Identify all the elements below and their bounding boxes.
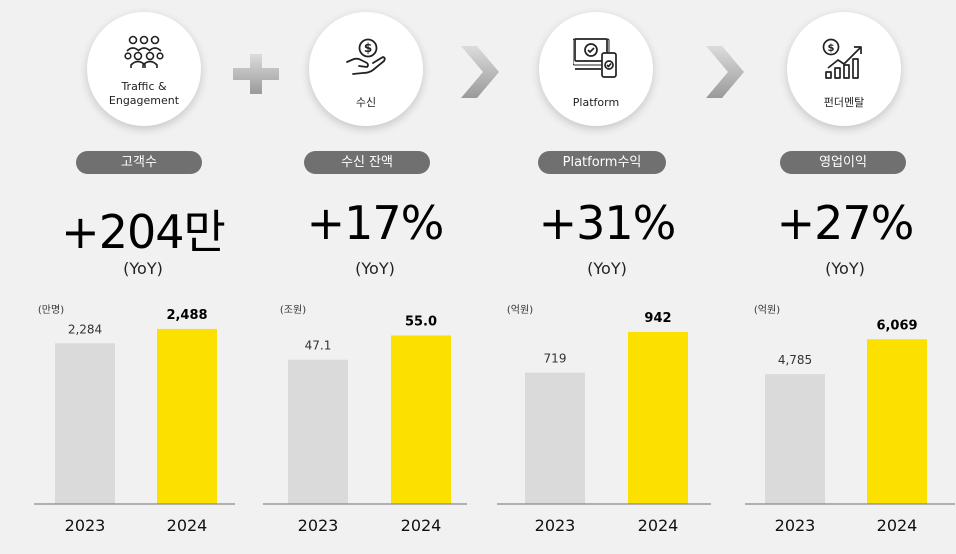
bar-2023: [288, 359, 348, 504]
coin-hand-icon: $: [346, 38, 386, 75]
plus-icon: [233, 54, 279, 94]
kpi-column-operating-profit: $ 펀더멘탈 영업이익 +27% (YoY) (억원) 4,785 2023 6,06…: [725, 0, 956, 554]
x-tick-label: 2023: [298, 516, 339, 535]
unit-label: (억원): [507, 304, 533, 316]
bar-2023: [765, 374, 825, 504]
metric-growth: +204만: [61, 205, 226, 259]
kpi-column-deposits: $ 수신 수신 잔액 +17% (YoY) (조원) 47.1 2023 55.0 20…: [255, 0, 495, 554]
unit-label: (만명): [38, 304, 64, 316]
x-tick-label: 2023: [775, 516, 816, 535]
yoy-label: (YoY): [355, 259, 395, 278]
category-circle: Traffic & Engagement: [87, 12, 201, 126]
unit-label: (조원): [280, 304, 306, 316]
category-circle: $ 수신: [309, 12, 423, 126]
svg-text:$: $: [364, 41, 372, 55]
data-label: 2,488: [166, 308, 207, 323]
metric-pill: Platform수익: [538, 151, 666, 174]
x-tick-label: 2024: [638, 516, 679, 535]
chevron-right-icon: [706, 46, 744, 98]
bar-2023: [55, 343, 115, 504]
category-circle: Platform: [539, 12, 653, 126]
data-label: 942: [644, 311, 671, 326]
bar-2024: [628, 331, 688, 504]
metric-growth: +17%: [306, 196, 445, 250]
x-tick-label: 2023: [535, 516, 576, 535]
circle-label-line: 펀더멘탈: [823, 96, 865, 109]
people-group-icon: [124, 35, 164, 68]
metric-pill: 영업이익: [780, 151, 906, 174]
bar-chart: (억원) 719 2023 942 2024: [497, 304, 711, 535]
bar-2024: [157, 328, 217, 504]
category-circle: $ 펀더멘탈: [787, 12, 901, 126]
data-label: 4,785: [778, 353, 812, 367]
devices-icon: [573, 38, 617, 78]
yoy-label: (YoY): [587, 259, 627, 278]
bar-chart: (만명) 2,284 2023 2,488 2024: [34, 304, 235, 535]
metric-pill: 수신 잔액: [304, 151, 430, 174]
data-label: 719: [544, 352, 567, 366]
x-tick-label: 2024: [401, 516, 442, 535]
metric-pill: 고객수: [76, 151, 202, 174]
metric-growth: +31%: [538, 196, 677, 250]
data-label: 55.0: [405, 314, 437, 329]
circle-label-line: Engagement: [108, 94, 180, 107]
circle-label-line: 수신: [355, 96, 377, 109]
metric-growth: +27%: [776, 196, 915, 250]
x-tick-label: 2023: [65, 516, 106, 535]
kpi-column-platform: Platform Platform수익 +31% (YoY) (억원) 719 20…: [487, 0, 727, 554]
data-label: 6,069: [876, 318, 917, 333]
bar-chart: (조원) 47.1 2023 55.0 2024: [263, 304, 467, 535]
x-tick-label: 2024: [877, 516, 918, 535]
bar-2024: [391, 335, 451, 504]
data-label: 47.1: [305, 339, 332, 353]
bar-chart: (억원) 4,785 2023 6,069 2024: [745, 304, 955, 535]
unit-label: (억원): [754, 304, 780, 316]
chevron-right-icon: [461, 46, 499, 98]
yoy-label: (YoY): [123, 259, 163, 278]
circle-label-line: Traffic &: [121, 80, 167, 93]
bar-2024: [867, 339, 927, 504]
x-tick-label: 2024: [167, 516, 208, 535]
yoy-label: (YoY): [825, 259, 865, 278]
circle-label-line: Platform: [572, 96, 620, 109]
kpi-column-customers: Traffic & Engagement 고객수 +204만 (YoY) (만명…: [23, 0, 263, 554]
data-label: 2,284: [68, 322, 102, 336]
bar-2023: [525, 372, 585, 504]
svg-text:$: $: [828, 43, 835, 54]
growth-chart-icon: $: [822, 38, 862, 79]
